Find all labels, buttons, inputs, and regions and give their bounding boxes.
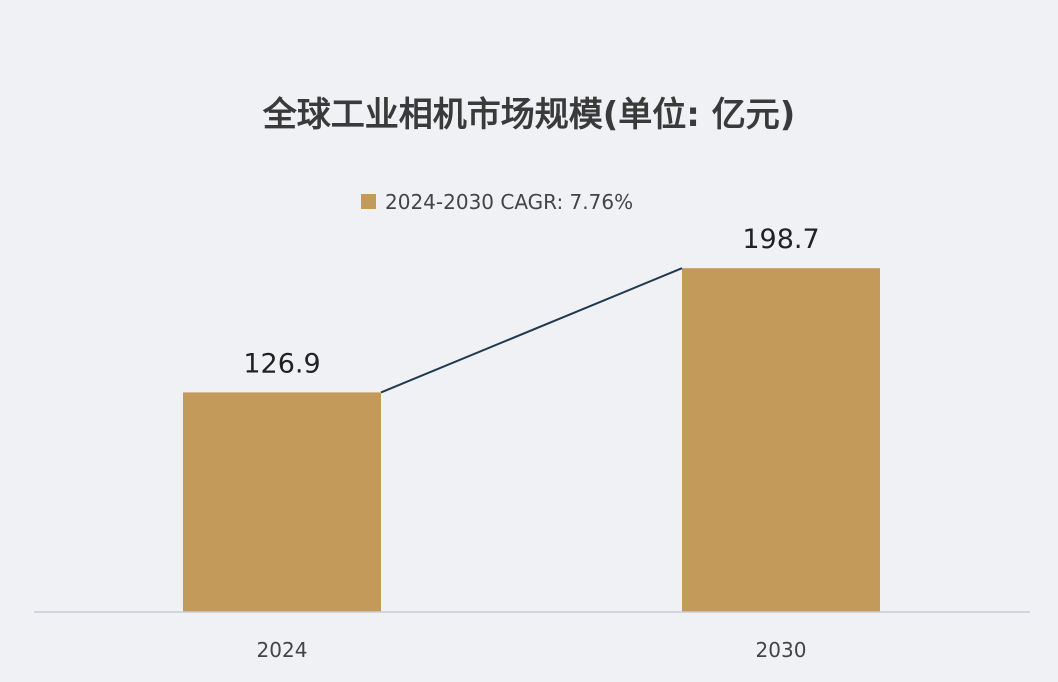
x-tick-label-2030: 2030	[756, 638, 807, 662]
x-tick-label-2024: 2024	[257, 638, 308, 662]
bar-2030	[682, 268, 880, 612]
data-label-2024: 126.9	[243, 348, 320, 379]
trend-line	[380, 267, 683, 394]
legend-label: 2024-2030 CAGR: 7.76%	[385, 190, 633, 214]
plot-area: 126.9 2024 198.7 2030	[183, 224, 880, 662]
chart-title: 全球工业相机市场规模(单位: 亿元)	[262, 95, 796, 135]
legend: 2024-2030 CAGR: 7.76%	[361, 190, 633, 214]
legend-swatch	[361, 194, 376, 209]
data-label-2030: 198.7	[742, 224, 819, 255]
bar-2024	[183, 392, 381, 612]
